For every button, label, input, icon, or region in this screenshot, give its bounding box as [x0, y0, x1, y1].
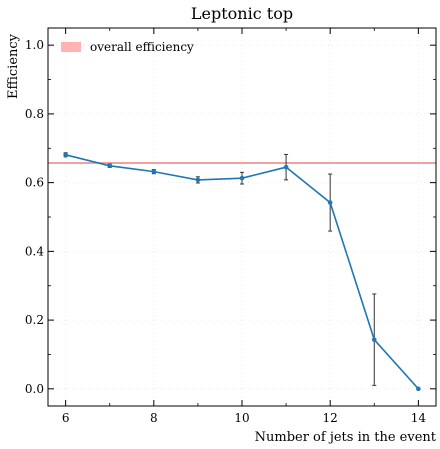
data-point	[283, 164, 289, 170]
x-tick-label: 6	[62, 411, 70, 425]
y-tick-label: 0.6	[25, 176, 44, 190]
data-point	[151, 169, 157, 174]
y-tick-label: 0.4	[25, 244, 44, 258]
y-tick-label: 0.8	[25, 107, 44, 121]
error-bars	[63, 152, 377, 386]
x-tick-label: 10	[234, 411, 249, 425]
series-layer	[63, 152, 421, 392]
data-point	[327, 200, 333, 205]
series-line	[65, 154, 419, 390]
y-axis-label: Efficiency	[6, 33, 21, 99]
ticks: 6 8 10 12 14 0.0 0.2 0.4 0.6 0.8 1.0	[25, 28, 436, 425]
data-point	[195, 177, 201, 183]
data-point	[371, 337, 377, 342]
y-tick-label: 1.0	[25, 38, 44, 52]
grid	[48, 28, 436, 406]
data-point	[107, 163, 113, 169]
data-point	[416, 386, 421, 392]
data-point	[63, 152, 68, 158]
y-tick-label: 0.0	[25, 382, 44, 396]
x-tick-label: 14	[411, 411, 427, 425]
legend-patch	[61, 42, 81, 52]
legend: overall efficiency	[61, 40, 194, 54]
legend-label: overall efficiency	[90, 40, 194, 54]
x-tick-label: 12	[323, 411, 338, 425]
x-axis-label: Number of jets in the event	[255, 430, 437, 445]
x-tick-label: 8	[150, 411, 158, 425]
data-point	[239, 175, 245, 181]
chart-title: Leptonic top	[191, 4, 293, 23]
y-tick-label: 0.2	[25, 313, 44, 327]
